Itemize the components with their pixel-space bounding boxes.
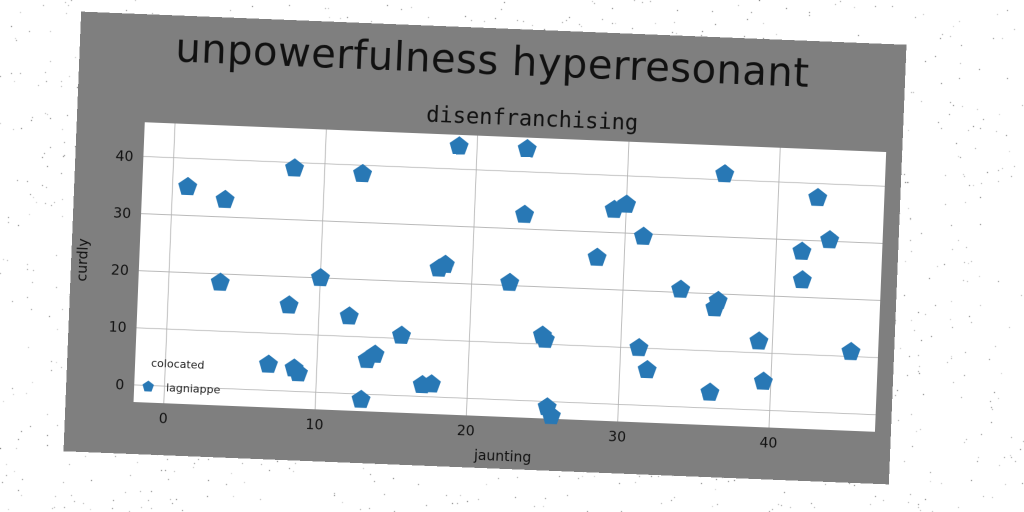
data-point <box>435 254 455 274</box>
data-point <box>792 241 812 260</box>
legend-label: lagniappe <box>166 381 221 396</box>
x-tick-label: 30 <box>608 429 626 446</box>
data-point <box>353 163 373 183</box>
y-axis-label: curdly <box>74 238 92 282</box>
y-tick-label: 30 <box>113 205 131 222</box>
data-point <box>637 360 657 379</box>
data-points <box>178 136 861 425</box>
y-grid-line <box>134 384 876 416</box>
x-grid-line <box>617 141 630 422</box>
data-point <box>535 329 555 348</box>
data-point <box>708 290 728 310</box>
legend-marker <box>142 380 154 392</box>
data-point <box>392 325 412 344</box>
data-point <box>617 194 637 213</box>
x-grid-line <box>163 123 176 404</box>
x-axis-label: jaunting <box>473 448 532 466</box>
data-point <box>841 341 861 361</box>
data-point <box>215 189 235 209</box>
data-point <box>285 158 305 177</box>
data-point <box>310 267 331 287</box>
data-point <box>541 405 561 425</box>
x-tick-label: 0 <box>158 411 168 427</box>
data-point <box>500 272 520 292</box>
data-point <box>365 344 385 363</box>
y-grid-line <box>143 156 885 187</box>
x-tick-label: 10 <box>305 417 323 434</box>
y-tick-label: 10 <box>108 320 126 337</box>
data-point <box>700 382 720 401</box>
data-point <box>210 272 230 291</box>
grid <box>134 123 885 428</box>
data-point <box>279 295 299 314</box>
chart-subtitle: disenfranchising <box>426 103 639 136</box>
data-point <box>749 331 769 350</box>
legend-title: colocated <box>151 357 205 372</box>
data-point <box>449 136 469 155</box>
data-point <box>629 337 649 357</box>
y-tick-label: 20 <box>111 263 129 280</box>
data-point <box>633 226 653 245</box>
data-point <box>587 247 607 266</box>
data-point <box>808 187 828 207</box>
figure-card: unpowerfulness hyperresonant disenfranch… <box>63 11 907 485</box>
data-point <box>339 306 359 325</box>
tick-labels: 0 10 20 30 40 0 10 20 30 40 <box>108 148 777 452</box>
x-tick-label: 40 <box>759 435 777 452</box>
data-point <box>288 363 308 382</box>
data-point <box>792 270 812 289</box>
data-point <box>753 371 773 390</box>
data-point <box>259 354 279 373</box>
y-tick-label: 40 <box>115 148 133 165</box>
data-point <box>671 279 691 298</box>
data-point <box>351 389 371 409</box>
scatter-chart: disenfranchising 0 10 20 30 40 0 10 20 30 40 colo… <box>74 103 887 466</box>
data-point <box>517 139 537 158</box>
data-point <box>421 374 441 393</box>
legend: colocated lagniappe <box>142 357 221 396</box>
y-grid-line <box>136 327 878 358</box>
data-point <box>820 230 840 249</box>
data-point <box>715 164 735 183</box>
y-tick-label: 0 <box>115 377 125 393</box>
x-grid-line <box>466 135 479 416</box>
data-point <box>515 204 535 224</box>
x-tick-label: 20 <box>457 423 475 440</box>
data-point <box>178 176 198 196</box>
y-grid-line <box>141 213 883 244</box>
